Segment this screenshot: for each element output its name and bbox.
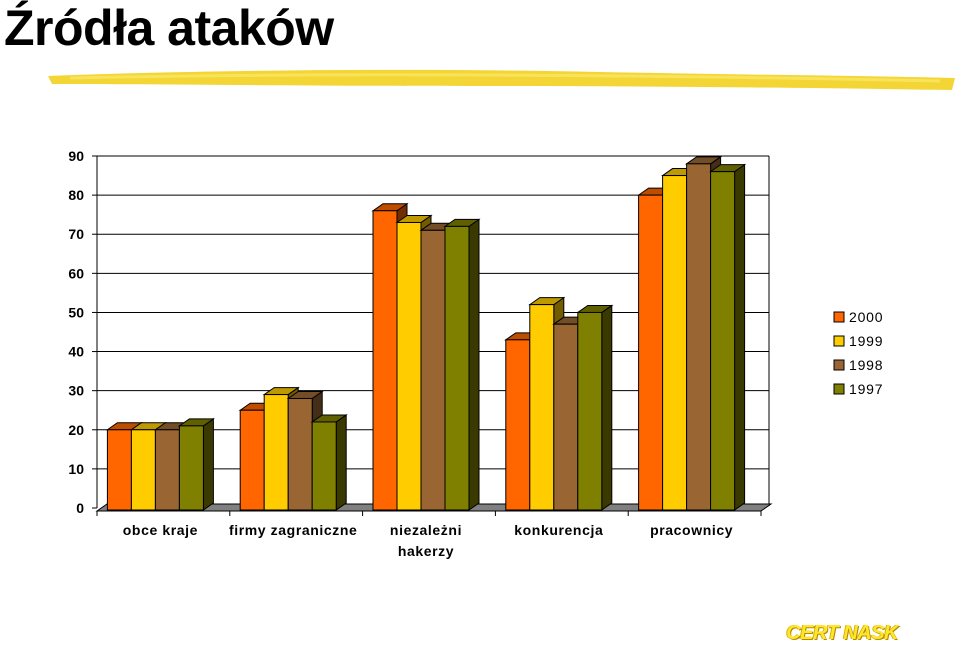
legend-label: 1997 [849, 381, 883, 397]
x-axis: obce kraje firmy zagraniczne niezależni hak… [96, 510, 762, 559]
chart-bars [105, 155, 747, 511]
bar-front [638, 194, 664, 511]
x-tick-label: pracownicy [650, 522, 733, 538]
bar-side [335, 413, 347, 511]
bar-front [263, 394, 289, 511]
y-tick-label: 70 [68, 226, 84, 242]
bar-front [710, 171, 736, 511]
legend-swatch [833, 383, 845, 395]
bar-front [239, 409, 265, 511]
chart-legend: 2000 1999 1998 1997 [833, 309, 883, 397]
y-tick-label: 50 [68, 304, 84, 320]
x-tick-label: firmy zagraniczne [229, 522, 357, 538]
legend-swatch [833, 359, 845, 371]
bar-front [106, 429, 132, 511]
legend-swatch [833, 335, 845, 347]
bar-front [396, 221, 422, 511]
bar-side [601, 304, 613, 511]
y-tick-label: 10 [68, 461, 84, 477]
bar-front [529, 304, 555, 511]
y-axis: 0 10 20 30 40 50 60 70 80 90 [68, 148, 98, 516]
bar [661, 167, 699, 511]
bar-front [662, 175, 688, 511]
x-tick-label: niezależni [390, 522, 462, 538]
bar-front [420, 229, 446, 511]
x-tick-label: konkurencja [514, 522, 603, 538]
y-tick-label: 80 [68, 187, 84, 203]
bar [443, 218, 481, 511]
y-tick-label: 0 [76, 500, 84, 516]
bar-front [130, 429, 156, 511]
bar [105, 421, 143, 511]
title-underline-brush [48, 69, 955, 90]
bar-front [505, 339, 531, 511]
y-tick-label: 40 [68, 344, 84, 360]
title-underline-stroke-texture [69, 73, 941, 83]
y-tick-label: 30 [68, 383, 84, 399]
bar [709, 163, 747, 511]
y-tick-label: 90 [68, 148, 84, 164]
page-title: Źródła ataków [4, 0, 334, 56]
bar-front [553, 323, 579, 511]
y-tick-label: 60 [68, 265, 84, 281]
bar-front [444, 225, 470, 511]
bar [177, 417, 215, 511]
brand-label: CERT NASK [786, 622, 898, 644]
x-tick-label: hakerzy [398, 543, 454, 559]
bar-front [686, 163, 712, 511]
bar-side [202, 417, 214, 511]
bar-side [468, 218, 480, 511]
legend-label: 2000 [849, 309, 883, 325]
legend-swatch [833, 311, 845, 323]
bar-front [311, 421, 337, 511]
bar-side [734, 163, 746, 511]
x-tick-label: obce kraje [123, 522, 198, 538]
y-tick-label: 20 [68, 422, 84, 438]
legend-label: 1999 [849, 333, 883, 349]
bar [576, 304, 614, 511]
bar-front [287, 397, 313, 511]
bar [310, 413, 348, 511]
bar-front [577, 311, 603, 511]
bar-front [372, 210, 398, 511]
bar-front [178, 425, 204, 511]
legend-label: 1998 [849, 357, 883, 373]
bar-front [154, 429, 180, 511]
